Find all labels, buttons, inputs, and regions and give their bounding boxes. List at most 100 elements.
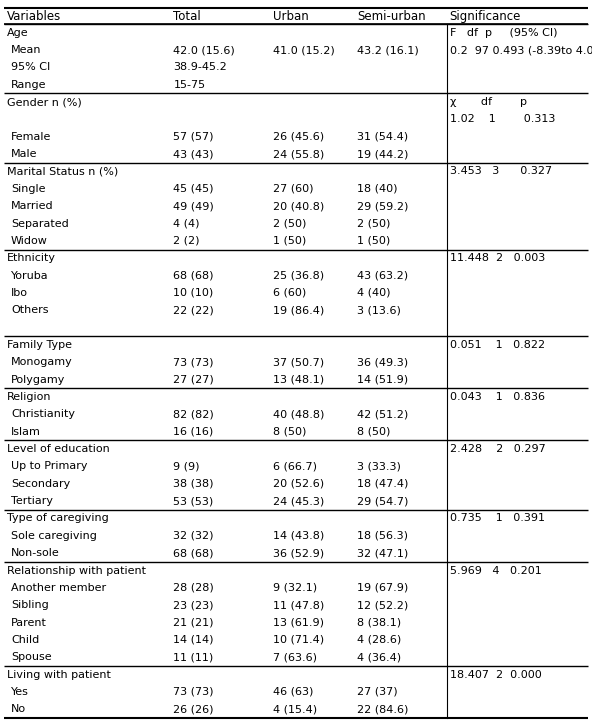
Text: 38 (38): 38 (38) — [173, 478, 214, 489]
Text: 19 (44.2): 19 (44.2) — [358, 149, 408, 159]
Text: 36 (49.3): 36 (49.3) — [358, 357, 408, 368]
Text: F   df  p     (95% CI): F df p (95% CI) — [450, 28, 557, 38]
Text: 2 (2): 2 (2) — [173, 236, 200, 246]
Text: Islam: Islam — [11, 427, 41, 436]
Text: 82 (82): 82 (82) — [173, 410, 214, 419]
Text: Yoruba: Yoruba — [11, 270, 49, 281]
Text: 3 (13.6): 3 (13.6) — [358, 305, 401, 315]
Text: 9 (32.1): 9 (32.1) — [273, 583, 317, 593]
Text: 9 (9): 9 (9) — [173, 461, 200, 471]
Text: 7 (63.6): 7 (63.6) — [273, 652, 317, 662]
Text: 18 (40): 18 (40) — [358, 184, 398, 194]
Text: 26 (45.6): 26 (45.6) — [273, 132, 324, 142]
Text: Secondary: Secondary — [11, 478, 70, 489]
Text: 42.0 (15.6): 42.0 (15.6) — [173, 45, 235, 55]
Text: 13 (61.9): 13 (61.9) — [273, 618, 324, 628]
Text: 38.9-45.2: 38.9-45.2 — [173, 62, 227, 72]
Text: 29 (54.7): 29 (54.7) — [358, 496, 408, 506]
Text: Female: Female — [11, 132, 52, 142]
Text: Yes: Yes — [11, 687, 29, 697]
Text: 49 (49): 49 (49) — [173, 201, 214, 211]
Text: 26 (26): 26 (26) — [173, 704, 214, 714]
Text: 24 (55.8): 24 (55.8) — [273, 149, 324, 159]
Text: No: No — [11, 704, 26, 714]
Text: 0.2  97 0.493 (-8.39to 4.07): 0.2 97 0.493 (-8.39to 4.07) — [450, 45, 592, 55]
Text: 11 (11): 11 (11) — [173, 652, 214, 662]
Text: Age: Age — [7, 28, 28, 38]
Text: 23 (23): 23 (23) — [173, 600, 214, 610]
Text: 5.969   4   0.201: 5.969 4 0.201 — [450, 566, 542, 576]
Text: 4 (4): 4 (4) — [173, 218, 200, 228]
Text: 42 (51.2): 42 (51.2) — [358, 410, 408, 419]
Text: Separated: Separated — [11, 218, 69, 228]
Text: 21 (21): 21 (21) — [173, 618, 214, 628]
Text: 20 (52.6): 20 (52.6) — [273, 478, 324, 489]
Text: Urban: Urban — [273, 9, 308, 22]
Text: 3 (33.3): 3 (33.3) — [358, 461, 401, 471]
Text: Significance: Significance — [450, 9, 521, 22]
Text: 3.453   3      0.327: 3.453 3 0.327 — [450, 167, 552, 176]
Text: 15-75: 15-75 — [173, 80, 205, 90]
Text: 1 (50): 1 (50) — [273, 236, 306, 246]
Text: Variables: Variables — [7, 9, 61, 22]
Text: 45 (45): 45 (45) — [173, 184, 214, 194]
Text: 0.043    1   0.836: 0.043 1 0.836 — [450, 392, 545, 402]
Text: 31 (54.4): 31 (54.4) — [358, 132, 408, 142]
Text: Monogamy: Monogamy — [11, 357, 73, 368]
Text: 10 (10): 10 (10) — [173, 288, 214, 298]
Text: 41.0 (15.2): 41.0 (15.2) — [273, 45, 334, 55]
Text: Semi-urban: Semi-urban — [358, 9, 426, 22]
Text: 29 (59.2): 29 (59.2) — [358, 201, 408, 211]
Text: 8 (50): 8 (50) — [273, 427, 306, 436]
Text: 32 (47.1): 32 (47.1) — [358, 548, 408, 558]
Text: 68 (68): 68 (68) — [173, 270, 214, 281]
Text: 68 (68): 68 (68) — [173, 548, 214, 558]
Text: Type of caregiving: Type of caregiving — [7, 513, 109, 523]
Text: 24 (45.3): 24 (45.3) — [273, 496, 324, 506]
Text: χ       df        p: χ df p — [450, 97, 527, 107]
Text: 2.428    2   0.297: 2.428 2 0.297 — [450, 444, 545, 454]
Text: 37 (50.7): 37 (50.7) — [273, 357, 324, 368]
Text: Sibling: Sibling — [11, 600, 49, 610]
Text: Non-sole: Non-sole — [11, 548, 60, 558]
Text: 11.448  2   0.003: 11.448 2 0.003 — [450, 253, 545, 263]
Text: Married: Married — [11, 201, 54, 211]
Text: 12 (52.2): 12 (52.2) — [358, 600, 408, 610]
Text: 4 (36.4): 4 (36.4) — [358, 652, 401, 662]
Text: Christianity: Christianity — [11, 410, 75, 419]
Text: Sole caregiving: Sole caregiving — [11, 531, 97, 541]
Text: 53 (53): 53 (53) — [173, 496, 214, 506]
Text: 20 (40.8): 20 (40.8) — [273, 201, 324, 211]
Text: 40 (48.8): 40 (48.8) — [273, 410, 324, 419]
Text: 0.051    1   0.822: 0.051 1 0.822 — [450, 340, 545, 350]
Text: 22 (22): 22 (22) — [173, 305, 214, 315]
Text: 95% CI: 95% CI — [11, 62, 50, 72]
Text: 25 (36.8): 25 (36.8) — [273, 270, 324, 281]
Text: 14 (43.8): 14 (43.8) — [273, 531, 324, 541]
Text: 4 (40): 4 (40) — [358, 288, 391, 298]
Text: 43 (63.2): 43 (63.2) — [358, 270, 408, 281]
Text: Level of education: Level of education — [7, 444, 110, 454]
Text: 27 (60): 27 (60) — [273, 184, 313, 194]
Text: 8 (38.1): 8 (38.1) — [358, 618, 401, 628]
Text: 18 (47.4): 18 (47.4) — [358, 478, 408, 489]
Text: Others: Others — [11, 305, 49, 315]
Text: 22 (84.6): 22 (84.6) — [358, 704, 408, 714]
Text: 46 (63): 46 (63) — [273, 687, 313, 697]
Text: 11 (47.8): 11 (47.8) — [273, 600, 324, 610]
Text: 1 (50): 1 (50) — [358, 236, 391, 246]
Text: 27 (37): 27 (37) — [358, 687, 398, 697]
Text: Religion: Religion — [7, 392, 52, 402]
Text: 4 (15.4): 4 (15.4) — [273, 704, 317, 714]
Text: Polygamy: Polygamy — [11, 375, 65, 385]
Text: 43 (43): 43 (43) — [173, 149, 214, 159]
Text: Family Type: Family Type — [7, 340, 72, 350]
Text: Mean: Mean — [11, 45, 41, 55]
Text: Relationship with patient: Relationship with patient — [7, 566, 146, 576]
Text: 6 (66.7): 6 (66.7) — [273, 461, 317, 471]
Text: 10 (71.4): 10 (71.4) — [273, 635, 324, 645]
Text: 36 (52.9): 36 (52.9) — [273, 548, 324, 558]
Text: 8 (50): 8 (50) — [358, 427, 391, 436]
Text: 73 (73): 73 (73) — [173, 357, 214, 368]
Text: 19 (86.4): 19 (86.4) — [273, 305, 324, 315]
